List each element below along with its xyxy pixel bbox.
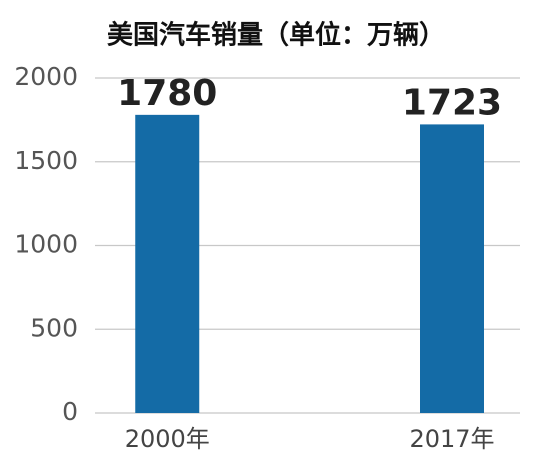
y-tick-label: 2000: [14, 62, 78, 91]
bar: [420, 124, 484, 414]
y-tick-label: 500: [30, 313, 78, 342]
x-tick-label: 2000年: [125, 425, 210, 453]
data-label: 1723: [402, 82, 502, 123]
y-tick-label: 1000: [14, 230, 78, 259]
y-tick-label: 1500: [14, 146, 78, 175]
bar: [135, 114, 200, 413]
y-tick-label: 0: [62, 397, 78, 426]
x-tick-label: 2017年: [409, 425, 494, 453]
chart-title: 美国汽车销量（单位：万辆）: [107, 20, 445, 51]
data-label: 1780: [117, 73, 217, 114]
